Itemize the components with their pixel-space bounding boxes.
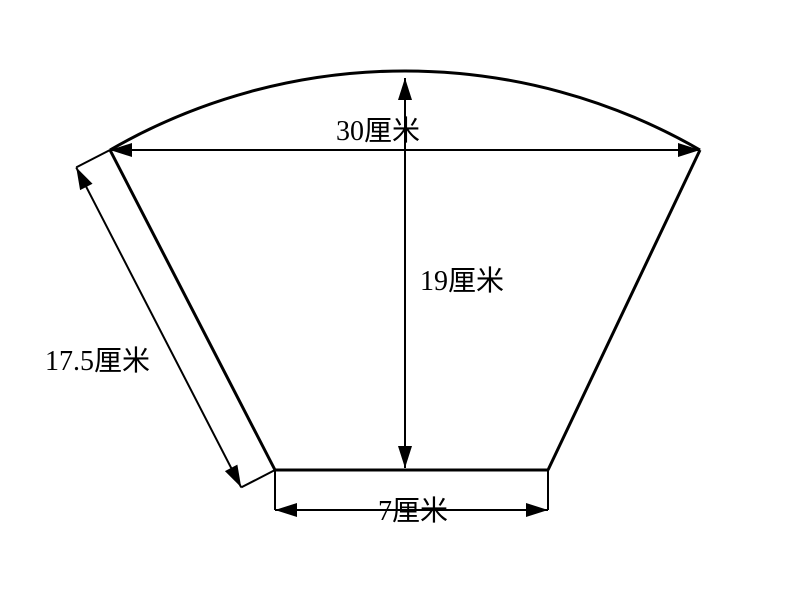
label-left-side: 17.5厘米 — [45, 345, 150, 377]
dimension-diagram: 30厘米 19厘米 17.5厘米 7厘米 — [0, 0, 800, 591]
label-bottom: 7厘米 — [378, 495, 448, 527]
label-height: 19厘米 — [420, 265, 504, 297]
dimension-left-side — [76, 150, 275, 487]
label-top-chord: 30厘米 — [336, 115, 420, 147]
